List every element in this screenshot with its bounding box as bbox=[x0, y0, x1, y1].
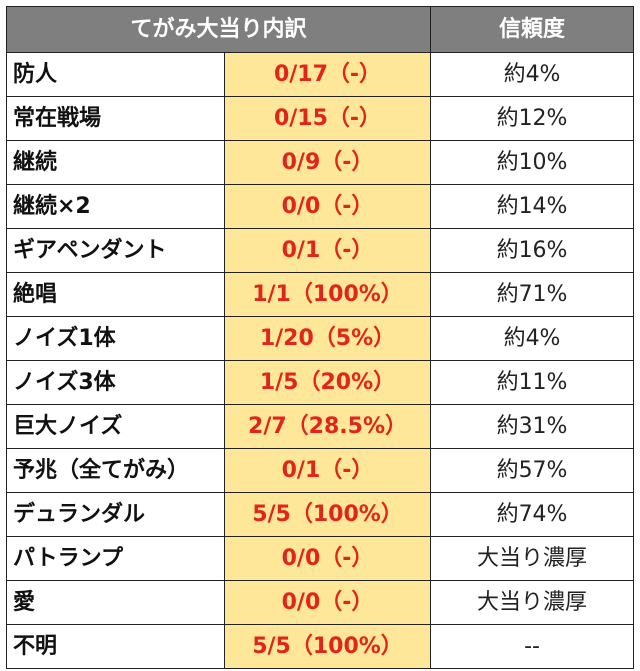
row-result: 1/1（100%） bbox=[223, 272, 432, 317]
table-row: デュランダル 5/5（100%） 約74% bbox=[6, 492, 635, 537]
row-result: 0/17（-） bbox=[223, 52, 432, 97]
row-reliability: 約4% bbox=[430, 316, 635, 361]
row-result: 0/0（-） bbox=[223, 536, 432, 581]
row-reliability: 約31% bbox=[430, 404, 635, 449]
row-reliability: 約11% bbox=[430, 360, 635, 405]
table-row: パトランプ 0/0（-） 大当り濃厚 bbox=[6, 536, 635, 581]
row-reliability: 約74% bbox=[430, 492, 635, 537]
row-label: 常在戦場 bbox=[6, 96, 225, 141]
row-reliability: -- bbox=[430, 624, 635, 669]
table-row: 予兆（全てがみ） 0/1（-） 約57% bbox=[6, 448, 635, 493]
row-label: 絶唱 bbox=[6, 272, 225, 317]
header-reliability: 信頼度 bbox=[430, 6, 635, 53]
table-row: 巨大ノイズ 2/7（28.5%） 約31% bbox=[6, 404, 635, 449]
row-label: パトランプ bbox=[6, 536, 225, 581]
row-reliability: 大当り濃厚 bbox=[430, 536, 635, 581]
row-label: デュランダル bbox=[6, 492, 225, 537]
row-reliability: 約16% bbox=[430, 228, 635, 273]
header-row: てがみ大当り内訳 信頼度 bbox=[5, 6, 635, 53]
table-row: ギアペンダント 0/1（-） 約16% bbox=[6, 228, 635, 273]
row-label: 防人 bbox=[6, 52, 225, 97]
row-result: 0/1（-） bbox=[223, 228, 432, 273]
table-row: 継続 0/9（-） 約10% bbox=[6, 140, 635, 185]
table-row: 愛 0/0（-） 大当り濃厚 bbox=[6, 580, 635, 625]
row-result: 0/15（-） bbox=[223, 96, 432, 141]
row-reliability: 約14% bbox=[430, 184, 635, 229]
row-label: 予兆（全てがみ） bbox=[6, 448, 225, 493]
row-reliability: 約12% bbox=[430, 96, 635, 141]
row-label: 巨大ノイズ bbox=[6, 404, 225, 449]
row-result: 0/0（-） bbox=[223, 580, 432, 625]
row-result: 0/0（-） bbox=[223, 184, 432, 229]
table-row: 継続×2 0/0（-） 約14% bbox=[6, 184, 635, 229]
row-label: 愛 bbox=[6, 580, 225, 625]
table-row: 不明 5/5（100%） -- bbox=[6, 624, 635, 669]
row-reliability: 約10% bbox=[430, 140, 635, 185]
table-row: 絶唱 1/1（100%） 約71% bbox=[6, 272, 635, 317]
row-result: 5/5（100%） bbox=[223, 492, 432, 537]
row-label: ギアペンダント bbox=[6, 228, 225, 273]
row-result: 1/5（20%） bbox=[223, 360, 432, 405]
row-result: 0/1（-） bbox=[223, 448, 432, 493]
row-label: ノイズ3体 bbox=[6, 360, 225, 405]
row-reliability: 約57% bbox=[430, 448, 635, 493]
table-row: ノイズ3体 1/5（20%） 約11% bbox=[6, 360, 635, 405]
row-reliability: 約71% bbox=[430, 272, 635, 317]
row-label: 継続×2 bbox=[6, 184, 225, 229]
row-result: 2/7（28.5%） bbox=[223, 404, 432, 449]
jackpot-breakdown-table: てがみ大当り内訳 信頼度 防人 0/17（-） 約4% 常在戦場 0/15（-）… bbox=[5, 6, 635, 669]
row-result: 0/9（-） bbox=[223, 140, 432, 185]
row-reliability: 大当り濃厚 bbox=[430, 580, 635, 625]
header-breakdown: てがみ大当り内訳 bbox=[5, 6, 432, 53]
table-row: ノイズ1体 1/20（5%） 約4% bbox=[6, 316, 635, 361]
row-label: ノイズ1体 bbox=[6, 316, 225, 361]
table-row: 防人 0/17（-） 約4% bbox=[6, 52, 635, 97]
row-label: 不明 bbox=[6, 624, 225, 669]
table-row: 常在戦場 0/15（-） 約12% bbox=[6, 96, 635, 141]
row-reliability: 約4% bbox=[430, 52, 635, 97]
row-label: 継続 bbox=[6, 140, 225, 185]
row-result: 1/20（5%） bbox=[223, 316, 432, 361]
row-result: 5/5（100%） bbox=[223, 624, 432, 669]
